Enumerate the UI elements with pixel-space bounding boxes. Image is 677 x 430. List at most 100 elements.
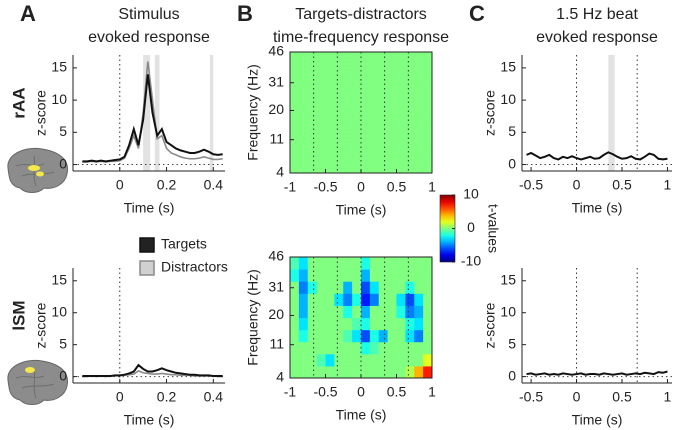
heatmap-cell (387, 52, 397, 65)
x-axis-label: Time (s) (336, 407, 387, 423)
heatmap-cell (361, 257, 371, 270)
heatmap-cell (369, 353, 380, 367)
heatmap-cell (307, 305, 318, 319)
heatmap-cell (334, 365, 344, 379)
heatmap-cell (396, 160, 406, 174)
heatmap-cell (325, 269, 335, 282)
y-axis-label: Frequency (Hz) (245, 64, 261, 160)
heatmap-cell (290, 353, 300, 367)
heatmap-cell (316, 365, 326, 379)
chart-title: 1.5 Hz beat (556, 6, 638, 23)
heatmap-cell (414, 281, 424, 294)
heatmap-cell (352, 148, 362, 162)
heatmap-cell (396, 76, 406, 89)
y-tick-label: 31 (268, 73, 284, 89)
heatmap-cell (298, 341, 309, 355)
heatmap-cell (352, 76, 362, 89)
heatmap-cell (290, 281, 300, 294)
heatmap-cell (290, 112, 300, 126)
heatmap-cell (352, 317, 362, 331)
heatmap-cell (343, 293, 353, 306)
colorbar-tick-label: 10 (463, 186, 479, 202)
panel-label: C (469, 1, 485, 26)
heatmap-cell (298, 136, 309, 150)
heatmap-cell (414, 124, 424, 138)
x-tick-label: 0 (573, 389, 581, 405)
heatmap-cell (343, 257, 353, 270)
heatmap-cell (414, 100, 424, 114)
heatmap-cell (343, 64, 353, 77)
panel-label: B (237, 1, 253, 26)
x-tick-label: 0 (573, 177, 581, 193)
heatmap-cell (423, 100, 433, 114)
heatmap-cell (405, 100, 415, 114)
heatmap-cell (290, 269, 300, 282)
heatmap-cell (325, 341, 335, 355)
heatmap-cell (290, 317, 300, 331)
y-tick-label: 10 (500, 303, 516, 319)
heatmap-cell (298, 52, 309, 65)
heatmap-cell (378, 112, 389, 126)
heatmap-cell (423, 365, 433, 379)
x-axis-label: Time (s) (572, 200, 623, 216)
heatmap-cell (325, 100, 335, 114)
heatmap-cell (405, 124, 415, 138)
y-tick-label: 20 (268, 306, 284, 322)
heatmap-cell (414, 148, 424, 162)
heatmap-cell (343, 124, 353, 138)
heatmap-cell (369, 88, 380, 101)
heatmap-cell (387, 293, 397, 306)
heatmap-cell (325, 353, 335, 367)
series-line (526, 370, 668, 376)
heatmap-cell (396, 269, 406, 282)
heatmap-cell (290, 341, 300, 355)
heatmap-cell (334, 281, 344, 294)
brain-icon (7, 147, 69, 193)
heatmap-cell (414, 305, 424, 319)
heatmap-cell (405, 136, 415, 150)
heatmap-cell (352, 269, 362, 282)
heatmap-cell (405, 317, 415, 331)
heatmap-cell (423, 317, 433, 331)
legend-swatch (139, 237, 155, 253)
heatmap-cell (414, 353, 424, 367)
heatmap-cell (316, 136, 326, 150)
heatmap-cell (361, 281, 371, 294)
heatmap-cell (325, 365, 335, 379)
chart-title: evoked response (536, 29, 658, 46)
heatmap-cell (405, 305, 415, 319)
x-tick-label: -1 (284, 384, 297, 400)
heatmap-cell (378, 88, 389, 101)
heatmap-cell (290, 329, 300, 343)
heatmap-cell (334, 52, 344, 65)
x-tick-label: 0.5 (612, 389, 632, 405)
heatmap-cell (387, 160, 397, 174)
heatmap-cell (387, 317, 397, 331)
heatmap-cell (396, 112, 406, 126)
heatmap-cell (290, 88, 300, 101)
heatmap-cell (361, 52, 371, 65)
heatmap-cell (423, 341, 433, 355)
heatmap-cell (369, 160, 380, 174)
heatmap-cell (334, 148, 344, 162)
heatmap-cell (361, 124, 371, 138)
heatmap-cell (352, 281, 362, 294)
heatmap-cell (298, 281, 309, 294)
x-tick-label: 0.5 (612, 177, 632, 193)
heatmap-cell (361, 112, 371, 126)
heatmap-cell (334, 76, 344, 89)
heatmap-cell (361, 88, 371, 101)
heatmap-cell (334, 136, 344, 150)
heatmap-cell (325, 76, 335, 89)
heatmap-cell (405, 353, 415, 367)
panel-label: A (20, 1, 36, 26)
heatmap-cell (414, 160, 424, 174)
heatmap-cell (316, 64, 326, 77)
heatmap-cell (423, 112, 433, 126)
heatmap-cell (334, 305, 344, 319)
heatmap-cell (378, 148, 389, 162)
series-line (82, 74, 223, 163)
heatmap-cell (343, 305, 353, 319)
heatmap-cell (316, 293, 326, 306)
heatmap-cell (307, 100, 318, 114)
